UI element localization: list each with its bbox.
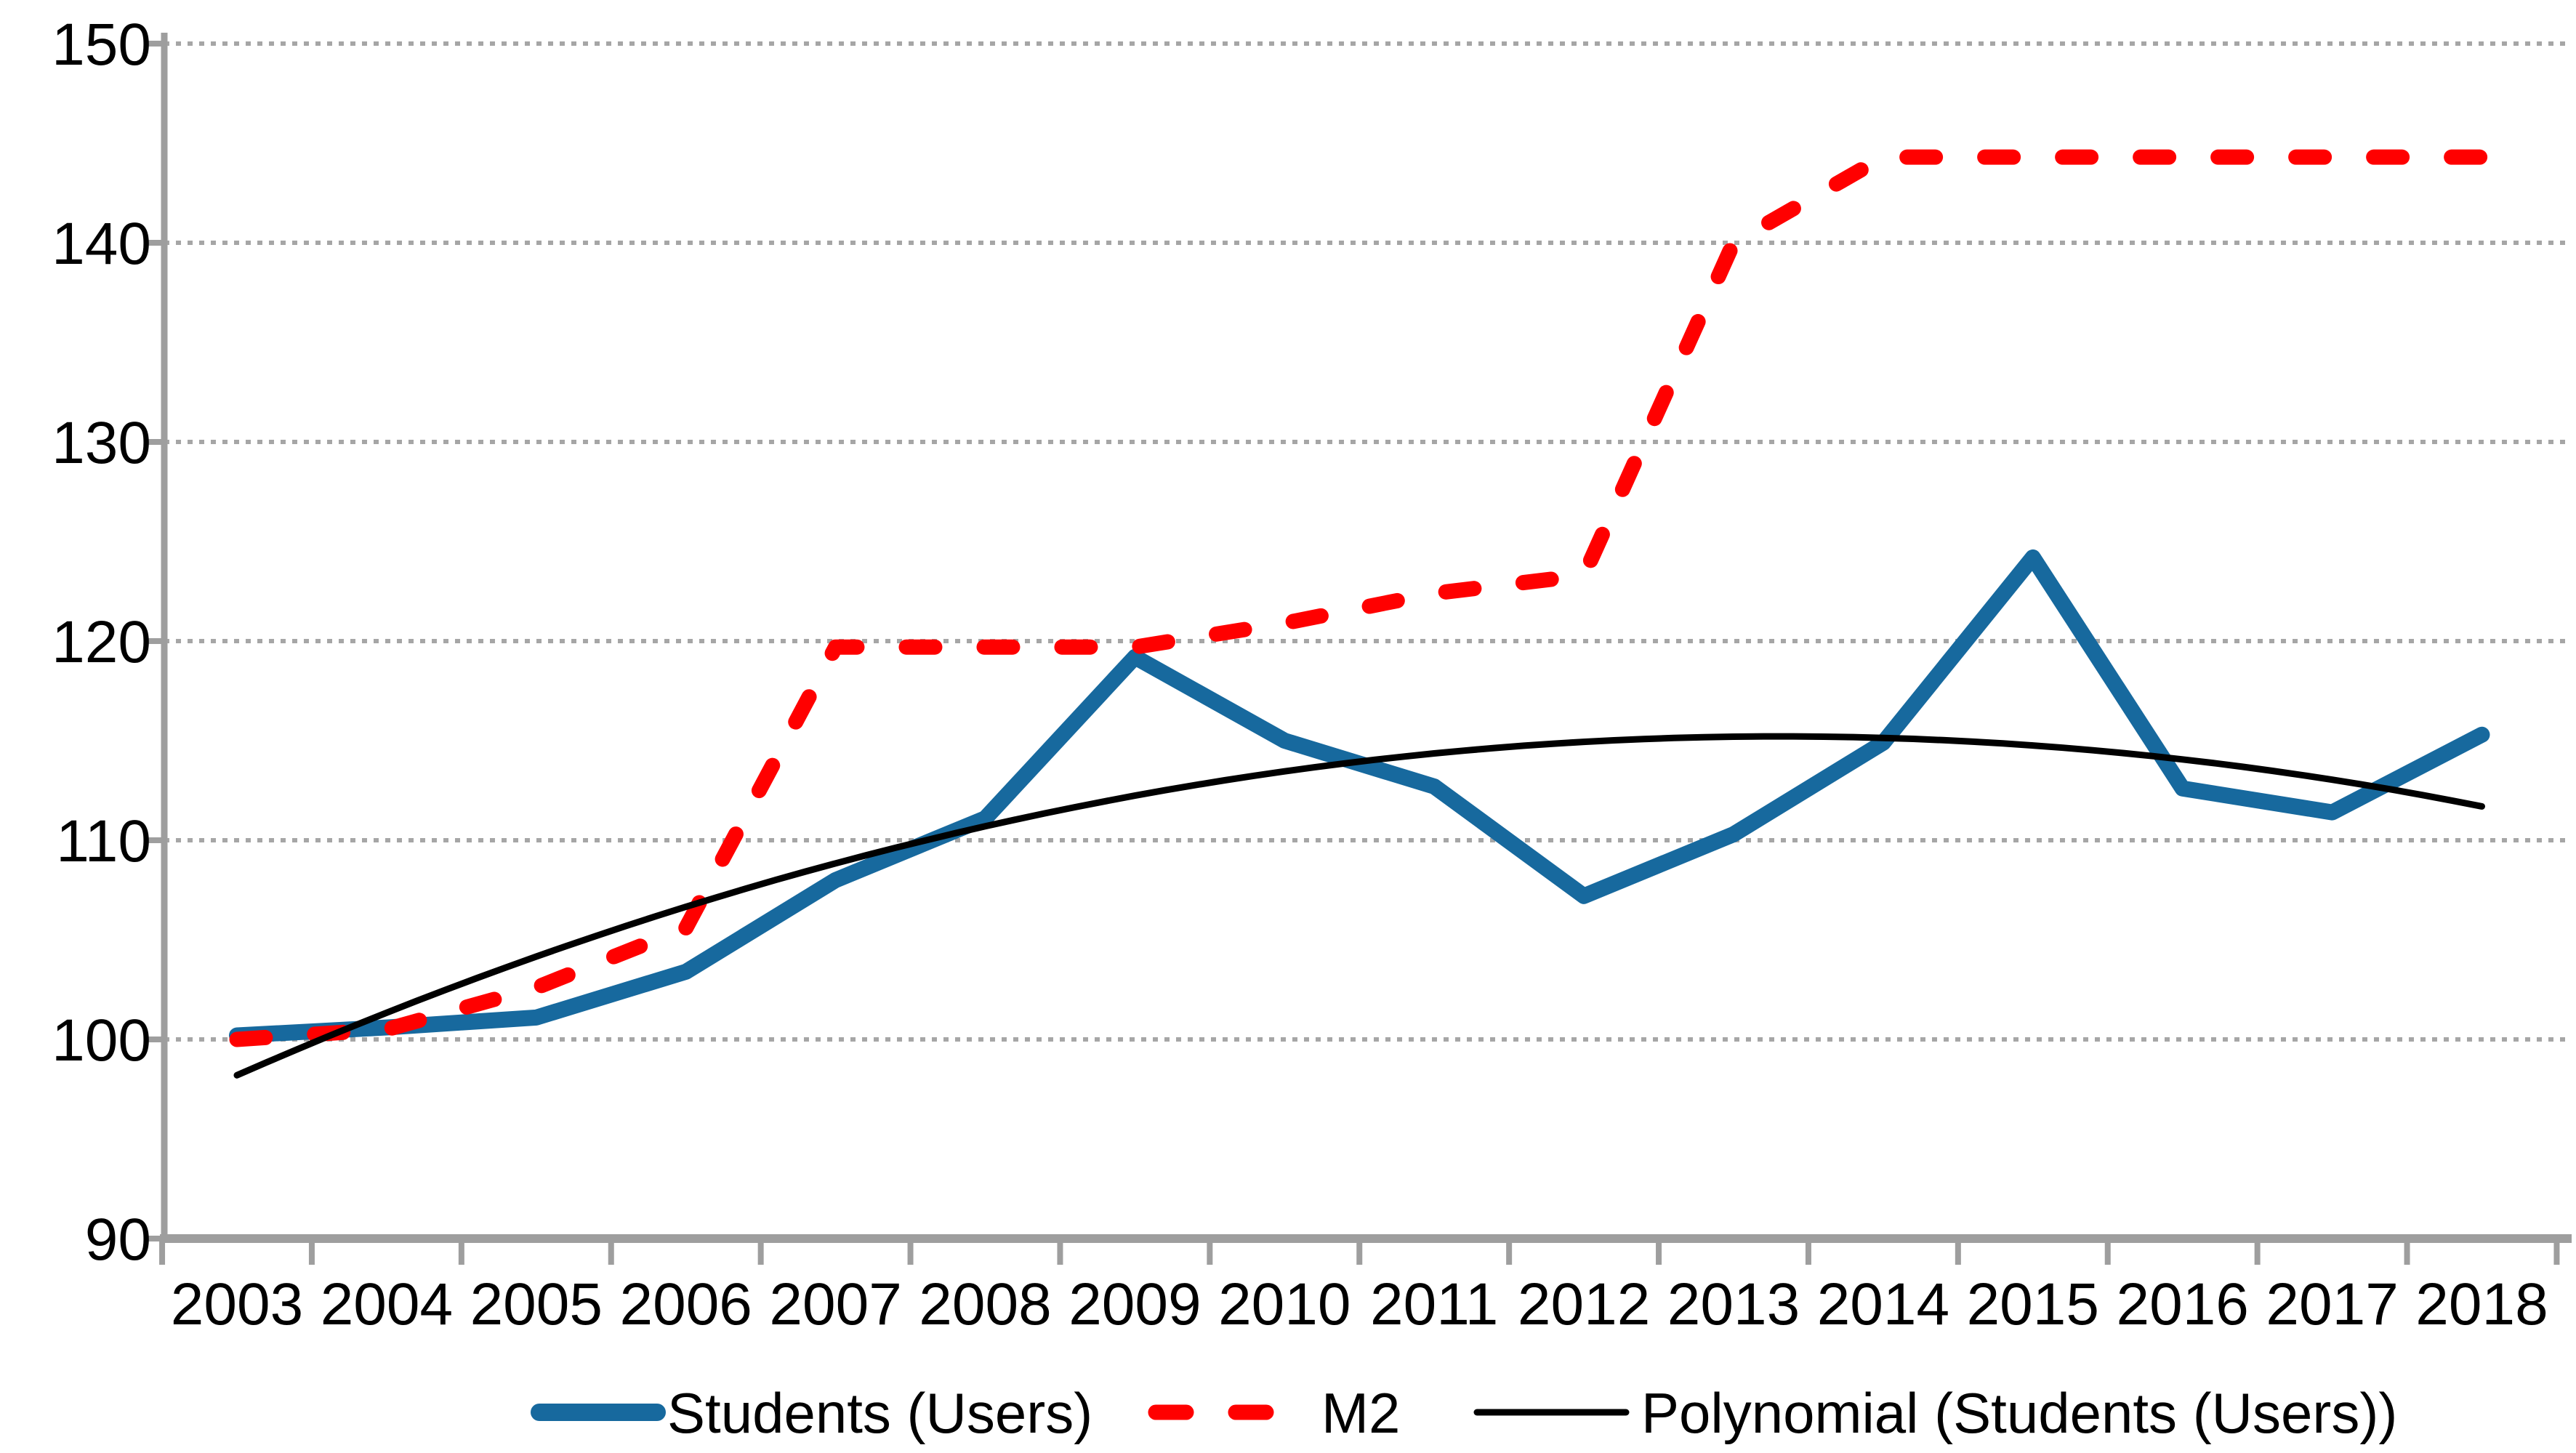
legend-item-m2: M2 [1148,1381,1400,1445]
legend-item-students-users: Students (Users) [531,1381,1092,1445]
legend-label: Polynomial (Students (Users)) [1641,1381,2397,1445]
x-tick-label: 2017 [2266,1271,2398,1337]
y-tick-label: 90 [85,1207,151,1273]
x-tick-label: 2009 [1068,1271,1201,1337]
y-tick-label: 120 [52,609,151,675]
x-tick-label: 2016 [2116,1271,2248,1337]
legend-label: M2 [1321,1381,1400,1445]
x-tick-label: 2004 [321,1271,453,1337]
series-line-m2 [229,149,2490,1047]
x-tick-label: 2013 [1667,1271,1800,1337]
y-tick-label: 110 [56,808,151,874]
x-tick-label: 2012 [1518,1271,1650,1337]
x-tick-label: 2015 [1967,1271,2099,1337]
legend-label: Students (Users) [667,1381,1092,1445]
x-tick-label: 2008 [919,1271,1051,1337]
x-tick-label: 2005 [470,1271,603,1337]
y-tick-label: 100 [52,1007,151,1074]
y-tick-label: 140 [52,211,151,277]
x-tick-label: 2003 [171,1271,303,1337]
trendline-polynomial-students-users [233,733,2485,1079]
series-line-students-users [229,549,2490,1044]
x-tick-label: 2018 [2415,1271,2548,1337]
y-tick-label: 150 [52,12,151,78]
x-tick-label: 2006 [619,1271,752,1337]
legend: Students (Users) M2 Polynomial (Students (… [531,1381,2397,1445]
y-tick-label: 130 [52,410,151,476]
x-tick-label: 2014 [1817,1271,1949,1337]
x-tick-label: 2007 [769,1271,901,1337]
x-tick-label: 2010 [1218,1271,1351,1337]
legend-item-polynomial-students-users: Polynomial (Students (Users)) [1473,1381,2397,1445]
x-tick-label: 2011 [1370,1271,1498,1337]
